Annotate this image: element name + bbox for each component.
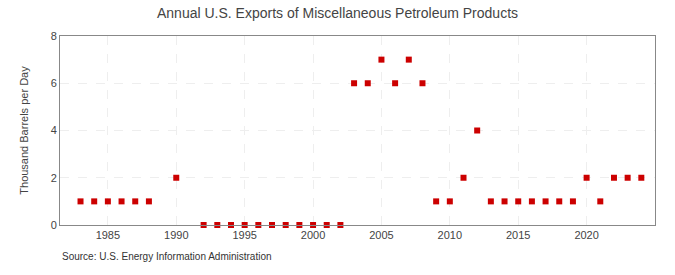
svg-text:2020: 2020 <box>574 229 598 241</box>
svg-text:4: 4 <box>51 124 57 136</box>
svg-text:2015: 2015 <box>506 229 530 241</box>
svg-text:1990: 1990 <box>164 229 188 241</box>
svg-text:Source: U.S. Energy Informatio: Source: U.S. Energy Information Administ… <box>62 251 272 262</box>
svg-text:Thousand Barrels per Day: Thousand Barrels per Day <box>18 66 30 195</box>
svg-text:8: 8 <box>51 30 57 42</box>
svg-text:2005: 2005 <box>369 229 393 241</box>
svg-text:1985: 1985 <box>96 229 120 241</box>
svg-text:2010: 2010 <box>438 229 462 241</box>
svg-text:6: 6 <box>51 77 57 89</box>
svg-text:Annual U.S. Exports of Miscell: Annual U.S. Exports of Miscellaneous Pet… <box>157 5 518 21</box>
svg-text:1995: 1995 <box>232 229 256 241</box>
svg-text:2000: 2000 <box>301 229 325 241</box>
svg-text:0: 0 <box>51 219 57 231</box>
svg-text:2: 2 <box>51 172 57 184</box>
